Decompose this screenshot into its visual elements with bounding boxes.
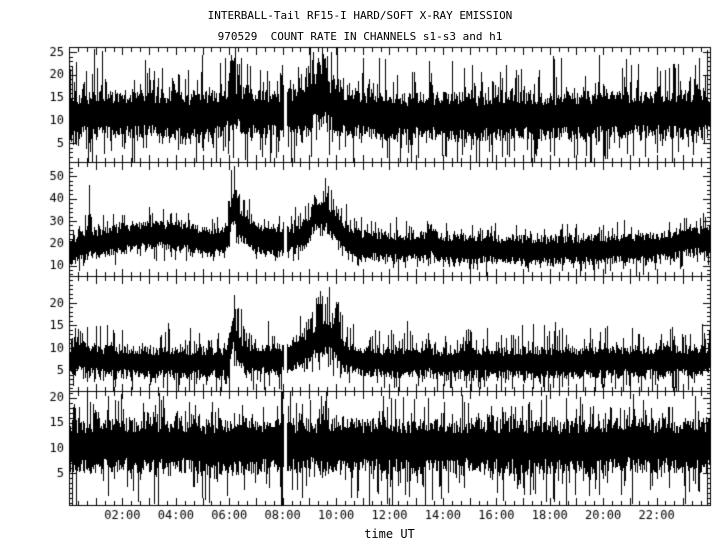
chart-title: INTERBALL-Tail RF15-I HARD/SOFT X-RAY EM… bbox=[207, 9, 513, 22]
chart-subtitle: 970529 COUNT RATE IN CHANNELS s1-s3 and … bbox=[217, 30, 503, 43]
x-axis-label: time UT bbox=[364, 527, 415, 541]
